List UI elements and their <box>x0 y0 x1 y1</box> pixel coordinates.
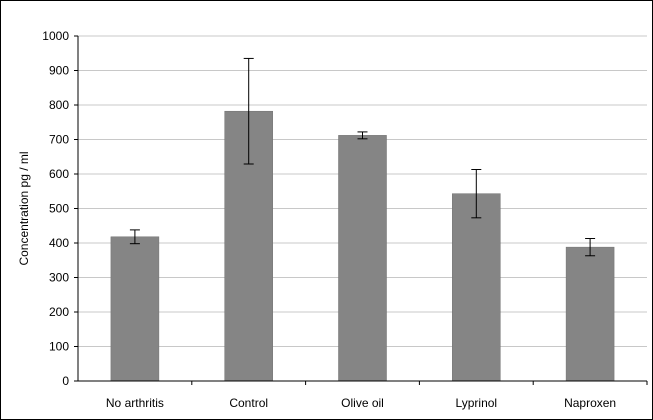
error-bars <box>129 57 596 257</box>
y-tick-label: 800 <box>49 98 69 112</box>
x-category-labels: No arthritis Control Olive oil Lyprinol Napr… <box>106 396 616 410</box>
bars <box>110 110 615 382</box>
y-tick-label: 100 <box>49 340 69 354</box>
bar-lyprinol <box>452 193 501 382</box>
y-tick-label: 400 <box>49 236 69 250</box>
y-tick-label: 900 <box>49 64 69 78</box>
axes <box>74 35 648 385</box>
x-category-label: Olive oil <box>341 396 384 410</box>
y-tick-label: 200 <box>49 305 69 319</box>
x-category-label: No arthritis <box>106 396 164 410</box>
y-tick-labels: 0 100 200 300 400 500 600 700 800 900 1000 <box>42 29 69 388</box>
bar-naproxen <box>565 246 615 382</box>
y-tick-label: 1000 <box>42 29 69 43</box>
bar-no-arthritis <box>110 236 160 382</box>
y-tick-label: 500 <box>49 202 69 216</box>
bar-olive-oil <box>338 135 387 382</box>
y-tick-label: 300 <box>49 271 69 285</box>
x-category-label: Naproxen <box>564 396 616 410</box>
x-category-label: Control <box>229 396 268 410</box>
y-axis-title: Concentration pg / ml <box>17 151 31 265</box>
x-category-label: Lyprinol <box>456 396 498 410</box>
y-tick-label: 0 <box>62 374 69 388</box>
y-tick-label: 600 <box>49 167 69 181</box>
y-tick-label: 700 <box>49 133 69 147</box>
